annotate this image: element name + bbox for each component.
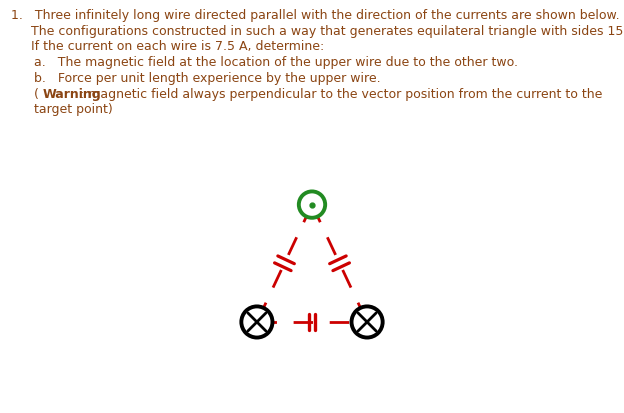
Text: 1.   Three infinitely long wire directed parallel with the direction of the curr: 1. Three infinitely long wire directed p… (11, 9, 620, 22)
Text: If the current on each wire is 7.5 A, determine:: If the current on each wire is 7.5 A, de… (11, 40, 324, 53)
Text: The configurations constructed in such a way that generates equilateral triangle: The configurations constructed in such a… (11, 25, 624, 38)
Circle shape (241, 306, 273, 337)
Circle shape (299, 192, 325, 218)
Circle shape (351, 306, 383, 337)
Text: a.   The magnetic field at the location of the upper wire due to the other two.: a. The magnetic field at the location of… (34, 56, 519, 69)
Text: : magnetic field always perpendicular to the vector position from the current to: : magnetic field always perpendicular to… (80, 88, 602, 100)
Text: b.   Force per unit length experience by the upper wire.: b. Force per unit length experience by t… (34, 72, 381, 85)
Text: target point): target point) (34, 103, 113, 116)
Text: (: ( (34, 88, 39, 100)
Text: Warning: Warning (42, 88, 101, 100)
